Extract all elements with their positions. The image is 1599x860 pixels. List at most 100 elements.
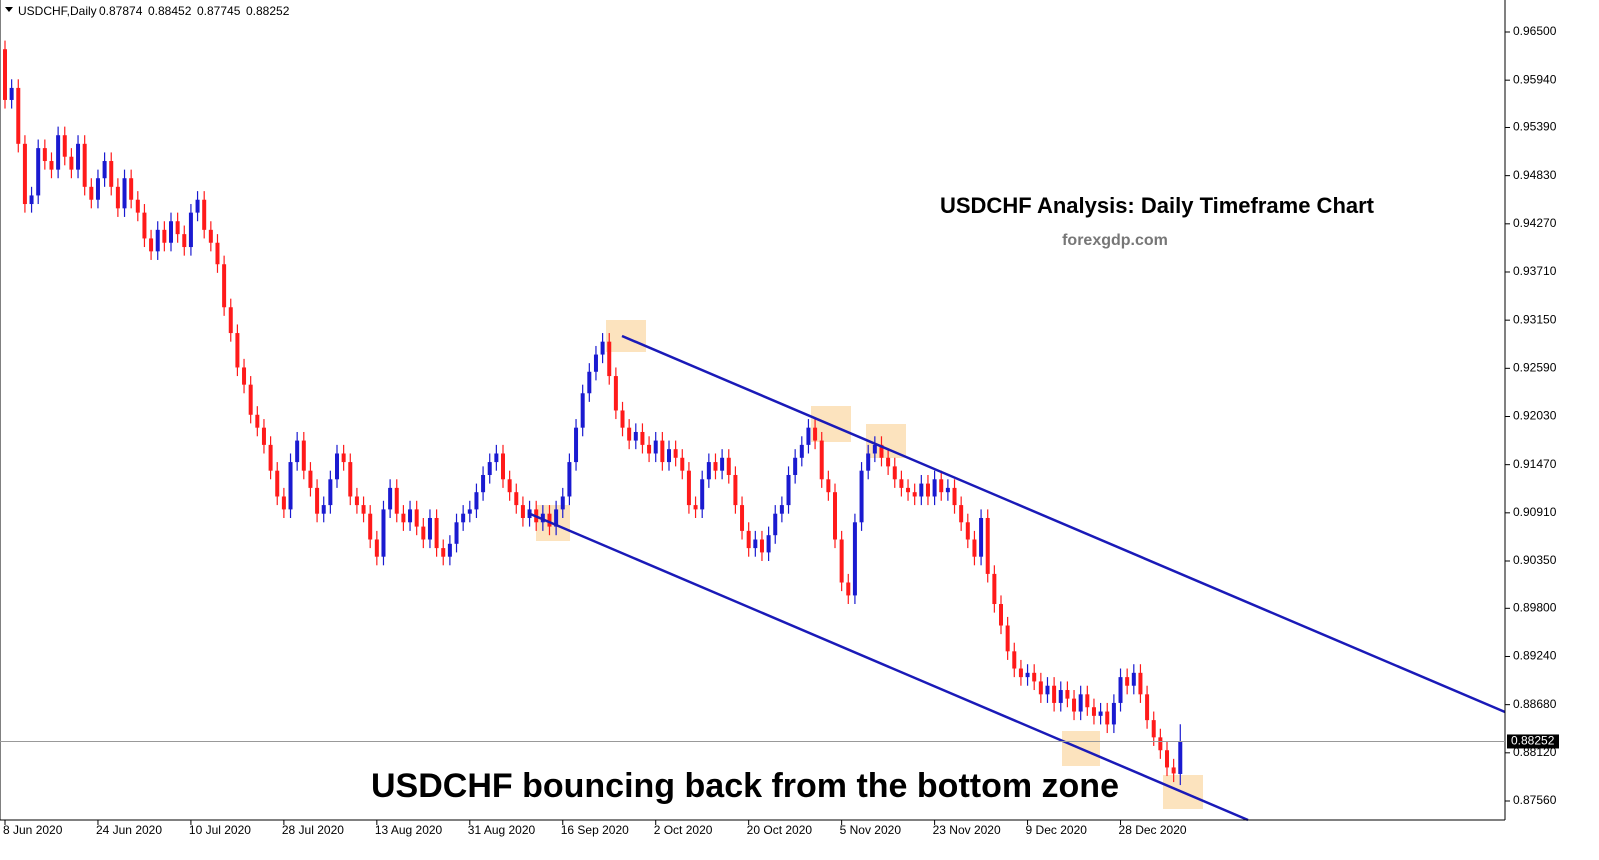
candle-body <box>799 444 804 458</box>
y-tick-label: 0.93150 <box>1513 312 1557 326</box>
candle-body <box>1171 767 1176 774</box>
candle-body <box>102 161 107 179</box>
candle-body <box>1105 711 1110 725</box>
candle-body <box>806 427 811 445</box>
header-high: 0.88452 <box>148 4 192 18</box>
candle-body <box>859 470 864 523</box>
candle-body <box>414 509 419 527</box>
zone <box>866 424 906 458</box>
candle-body <box>1131 672 1136 686</box>
candle-body <box>1032 672 1037 682</box>
candle-body <box>467 509 472 514</box>
candle-body <box>779 505 784 514</box>
candle-body <box>56 135 61 170</box>
candle-body <box>833 492 837 540</box>
trendline-lower <box>527 511 1249 822</box>
candle-body <box>248 384 253 415</box>
candle-body <box>487 462 492 475</box>
candle-body <box>1052 685 1057 703</box>
header-open: 0.87874 <box>99 4 143 18</box>
candle-body <box>972 539 977 557</box>
candle-body <box>985 517 990 574</box>
candle-body <box>706 462 711 480</box>
candle-body <box>135 199 140 213</box>
candle-body <box>155 229 160 252</box>
candle-body <box>394 487 399 514</box>
candle-body <box>680 457 685 471</box>
candle-body <box>919 483 924 497</box>
candle-body <box>354 496 359 506</box>
candle-body <box>1118 677 1123 703</box>
annotation: USDCHF bouncing back from the bottom zon… <box>371 767 1119 805</box>
candle-body <box>481 474 486 493</box>
candle-body <box>713 462 718 471</box>
candle-body <box>600 341 605 355</box>
candle-body <box>999 604 1003 626</box>
candle-body <box>49 161 54 170</box>
x-tick-label: 20 Oct 2020 <box>747 823 813 837</box>
trendline-upper <box>621 334 1506 714</box>
candle-body <box>1025 672 1030 678</box>
candle-body <box>228 307 233 334</box>
candle-body <box>580 393 585 428</box>
candle-body <box>308 470 313 488</box>
candle-body <box>1158 737 1163 751</box>
x-tick-label: 31 Aug 2020 <box>468 823 536 837</box>
x-tick-label: 8 Jun 2020 <box>3 823 63 837</box>
candle-body <box>912 492 917 497</box>
candle-body <box>1165 750 1169 768</box>
header-symbol: USDCHF,Daily <box>18 4 97 18</box>
candle-body <box>235 333 240 368</box>
y-tick-label: 0.92030 <box>1513 409 1557 423</box>
candle-body <box>647 444 652 454</box>
candle-body <box>627 427 632 441</box>
candle-body <box>793 457 798 475</box>
y-tick-label: 0.88680 <box>1513 697 1557 711</box>
candle-body <box>401 513 406 523</box>
candle-body <box>520 505 525 518</box>
y-tick-label: 0.93710 <box>1513 264 1557 278</box>
candle-body <box>335 453 339 480</box>
candle-body <box>215 242 220 265</box>
candle-body <box>759 539 764 553</box>
candle-body <box>242 367 247 385</box>
candle-body <box>149 238 154 252</box>
candle-body <box>700 479 705 510</box>
x-tick-label: 24 Jun 2020 <box>96 823 162 837</box>
candle-body <box>633 431 638 441</box>
candle-body <box>188 212 193 248</box>
candle-body <box>195 199 200 213</box>
candle-body <box>1078 694 1083 712</box>
candle-body <box>109 161 114 187</box>
candle-body <box>1098 711 1103 716</box>
candle-body <box>341 453 346 463</box>
candle-body <box>1038 681 1043 695</box>
candle-body <box>613 376 618 411</box>
candle-body <box>295 440 300 463</box>
candle-body <box>1178 741 1183 774</box>
candle-body <box>693 505 698 510</box>
y-tick-label: 0.96500 <box>1513 24 1557 38</box>
y-tick-label: 0.89240 <box>1513 649 1557 663</box>
candle-body <box>620 410 625 428</box>
candle-body <box>461 513 466 523</box>
candle-body <box>507 479 512 493</box>
candle-body <box>69 156 74 170</box>
candle-body <box>813 427 818 441</box>
y-tick-label: 0.95390 <box>1513 120 1557 134</box>
plot <box>3 40 1183 786</box>
candle-body <box>866 453 871 471</box>
candle-body <box>1125 677 1130 686</box>
candle-body <box>819 440 824 480</box>
candle-body <box>726 457 731 475</box>
candle-body <box>22 143 27 205</box>
candle-body <box>348 462 353 497</box>
x-tick-label: 16 Sep 2020 <box>561 823 629 837</box>
candle-body <box>1012 651 1017 669</box>
candle-body <box>421 526 426 540</box>
candle-body <box>122 178 127 209</box>
candle-body <box>560 496 565 510</box>
candle-body <box>82 143 87 187</box>
